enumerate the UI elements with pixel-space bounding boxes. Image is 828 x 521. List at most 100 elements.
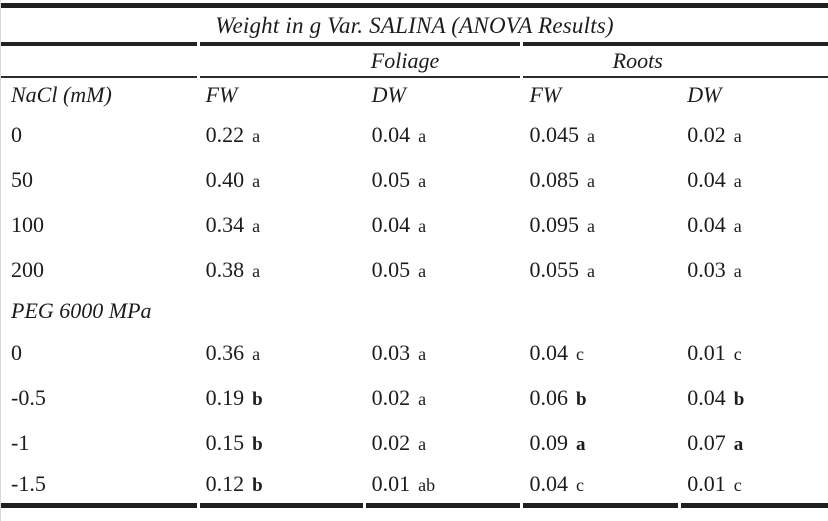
data-cell: 0.02 a (681, 112, 828, 157)
cell-value: 0.40 (205, 166, 245, 192)
sig-letter: a (418, 433, 427, 454)
sig-letter: ab (418, 475, 436, 495)
column-header-row-label: NaCl (mM) (11, 82, 112, 107)
cell-value: 0.01 (371, 471, 411, 496)
sig-letter: a (733, 170, 742, 191)
sig-letter: a (252, 343, 261, 364)
sig-letter: a (586, 260, 595, 281)
data-cell: 0.06 b (523, 375, 678, 420)
data-cell: 0.04 a (366, 202, 521, 247)
sig-letter: a (252, 125, 261, 146)
row-label: 0 (11, 339, 22, 365)
table-row: -1 0.15 b 0.02 a 0.09 a 0.07 a (1, 420, 828, 465)
column-header-roots-dw: DW (687, 82, 722, 107)
data-cell: 0.04 a (681, 157, 828, 202)
data-cell: 0.02 a (366, 420, 521, 465)
row-label: 50 (11, 166, 33, 192)
section-header-row: PEG 6000 MPa (1, 292, 828, 330)
data-cell: 0.15 b (200, 420, 363, 465)
sig-letter: c (575, 475, 584, 495)
table-body: 0 0.22 a 0.04 a 0.045 a 0.02 a 50 0.40 a 0.05… (1, 112, 828, 508)
cell-value: 0.03 (687, 256, 726, 282)
data-cell: 0.34 a (200, 202, 363, 247)
data-cell: 0.22 a (200, 112, 363, 157)
column-header-row: NaCl (mM) FW DW FW DW (1, 78, 828, 112)
row-label: 200 (11, 256, 44, 282)
cell-value: 0.04 (687, 211, 726, 237)
table-title: Weight in g Var. SALINA (ANOVA Results) (1, 3, 828, 42)
cell-value: 0.04 (529, 471, 568, 496)
sig-letter: a (733, 433, 744, 455)
sig-letter: a (733, 260, 742, 281)
row-label: 100 (11, 211, 44, 237)
data-cell: 0.12 b (199, 465, 363, 508)
data-cell: 0.01 c (681, 465, 828, 508)
sig-letter: b (252, 475, 263, 496)
sig-letter: c (733, 475, 742, 495)
data-cell: 0.085 a (523, 157, 678, 202)
group-header-foliage: Foliage (199, 42, 521, 78)
group-header-roots: Roots (523, 42, 828, 78)
cell-value: 0.05 (371, 166, 411, 192)
data-cell: 0.03 a (366, 330, 521, 375)
data-cell: 0.19 b (200, 375, 363, 420)
cell-value: 0.085 (529, 166, 579, 192)
sig-letter: a (586, 215, 595, 236)
cell-value: 0.04 (371, 121, 411, 147)
data-cell: 0.02 a (366, 375, 521, 420)
cell-value: 0.22 (205, 121, 245, 147)
data-cell: 0.09 a (523, 420, 678, 465)
sig-letter: a (418, 260, 427, 281)
cell-value: 0.04 (687, 166, 726, 192)
data-cell: 0.045 a (523, 112, 678, 157)
sig-letter: b (252, 388, 263, 410)
cell-value: 0.03 (371, 339, 411, 365)
sig-letter: a (575, 433, 586, 455)
data-cell: 0.04 a (681, 202, 828, 247)
table-row: 50 0.40 a 0.05 a 0.085 a 0.04 a (1, 157, 828, 202)
sig-letter: b (252, 433, 263, 455)
sig-letter: b (733, 388, 745, 410)
cell-value: 0.19 (205, 384, 245, 410)
table-row: -1.5 0.12 b 0.01 ab 0.04 c 0.01 c (1, 465, 828, 508)
column-header-roots-fw: FW (529, 82, 562, 107)
data-cell: 0.07 a (681, 420, 828, 465)
data-cell: 0.095 a (523, 202, 678, 247)
column-header-foliage-fw: FW (205, 82, 238, 107)
section-label: PEG 6000 MPa (11, 298, 152, 323)
cell-value: 0.01 (687, 471, 726, 496)
data-cell: 0.36 a (200, 330, 363, 375)
group-header-row: Foliage Roots (1, 42, 828, 78)
data-cell: 0.01 ab (365, 465, 521, 508)
sig-letter: a (733, 215, 742, 236)
cell-value: 0.04 (371, 211, 411, 237)
anova-results-table: Weight in g Var. SALINA (ANOVA Results) … (1, 3, 828, 508)
group-header-spacer (1, 42, 197, 78)
cell-value: 0.36 (205, 339, 245, 365)
table-row: -0.5 0.19 b 0.02 a 0.06 b 0.04 b (1, 375, 828, 420)
cell-value: 0.01 (687, 339, 726, 365)
data-cell: 0.03 a (681, 247, 828, 292)
table-row: 0 0.22 a 0.04 a 0.045 a 0.02 a (1, 112, 828, 157)
sig-letter: a (733, 125, 742, 146)
sig-letter: a (252, 170, 261, 191)
data-cell: 0.055 a (523, 247, 678, 292)
sig-letter: a (586, 170, 595, 191)
cell-value: 0.02 (371, 384, 411, 410)
data-cell: 0.04 c (523, 330, 678, 375)
sig-letter: a (418, 125, 427, 146)
table-row: 200 0.38 a 0.05 a 0.055 a 0.03 a (1, 247, 828, 292)
sig-letter: a (252, 215, 261, 236)
sig-letter: a (418, 388, 427, 409)
data-cell: 0.05 a (366, 157, 521, 202)
sig-letter: a (252, 260, 261, 281)
data-cell: 0.38 a (200, 247, 363, 292)
cell-value: 0.055 (529, 256, 579, 282)
sig-letter: a (586, 125, 595, 146)
cell-value: 0.06 (529, 384, 568, 410)
sig-letter: a (418, 215, 427, 236)
cell-value: 0.04 (529, 339, 568, 365)
data-cell: 0.01 c (681, 330, 828, 375)
cell-value: 0.02 (371, 429, 411, 455)
